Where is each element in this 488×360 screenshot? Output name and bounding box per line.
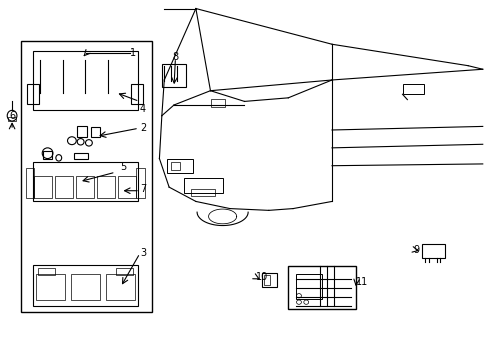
- Bar: [97, 176, 115, 198]
- Bar: [402, 84, 424, 94]
- Bar: [136, 168, 144, 198]
- Text: 7: 7: [140, 184, 146, 194]
- Bar: [33, 162, 137, 202]
- Bar: [33, 265, 137, 306]
- Bar: [264, 275, 269, 285]
- Bar: [34, 176, 52, 198]
- Text: 4: 4: [140, 104, 146, 113]
- Bar: [71, 274, 100, 300]
- Bar: [36, 274, 65, 300]
- Bar: [91, 127, 100, 137]
- Bar: [38, 267, 55, 275]
- Bar: [295, 274, 322, 298]
- Bar: [170, 162, 180, 170]
- Bar: [26, 168, 34, 198]
- Text: 1: 1: [130, 48, 136, 58]
- Bar: [77, 126, 87, 137]
- Text: 6: 6: [9, 111, 15, 121]
- Bar: [27, 84, 39, 104]
- Text: 3: 3: [140, 248, 146, 258]
- Bar: [118, 176, 136, 198]
- Bar: [42, 151, 52, 158]
- Text: 8: 8: [172, 52, 178, 62]
- Text: 9: 9: [413, 245, 419, 255]
- Bar: [116, 267, 132, 275]
- Bar: [131, 84, 143, 104]
- Bar: [74, 153, 88, 158]
- Bar: [262, 273, 277, 287]
- Bar: [33, 51, 137, 111]
- Bar: [191, 189, 215, 196]
- Text: 2: 2: [140, 123, 146, 133]
- Bar: [287, 266, 356, 309]
- Bar: [162, 64, 186, 87]
- Bar: [8, 117, 17, 121]
- Bar: [21, 41, 152, 312]
- Bar: [76, 176, 94, 198]
- Bar: [166, 158, 193, 173]
- Bar: [105, 274, 134, 300]
- Text: 11: 11: [356, 277, 368, 287]
- Bar: [421, 244, 445, 258]
- Bar: [211, 99, 224, 107]
- Bar: [183, 178, 222, 193]
- Text: 10: 10: [255, 272, 267, 282]
- Bar: [55, 176, 73, 198]
- Text: 5: 5: [120, 162, 126, 172]
